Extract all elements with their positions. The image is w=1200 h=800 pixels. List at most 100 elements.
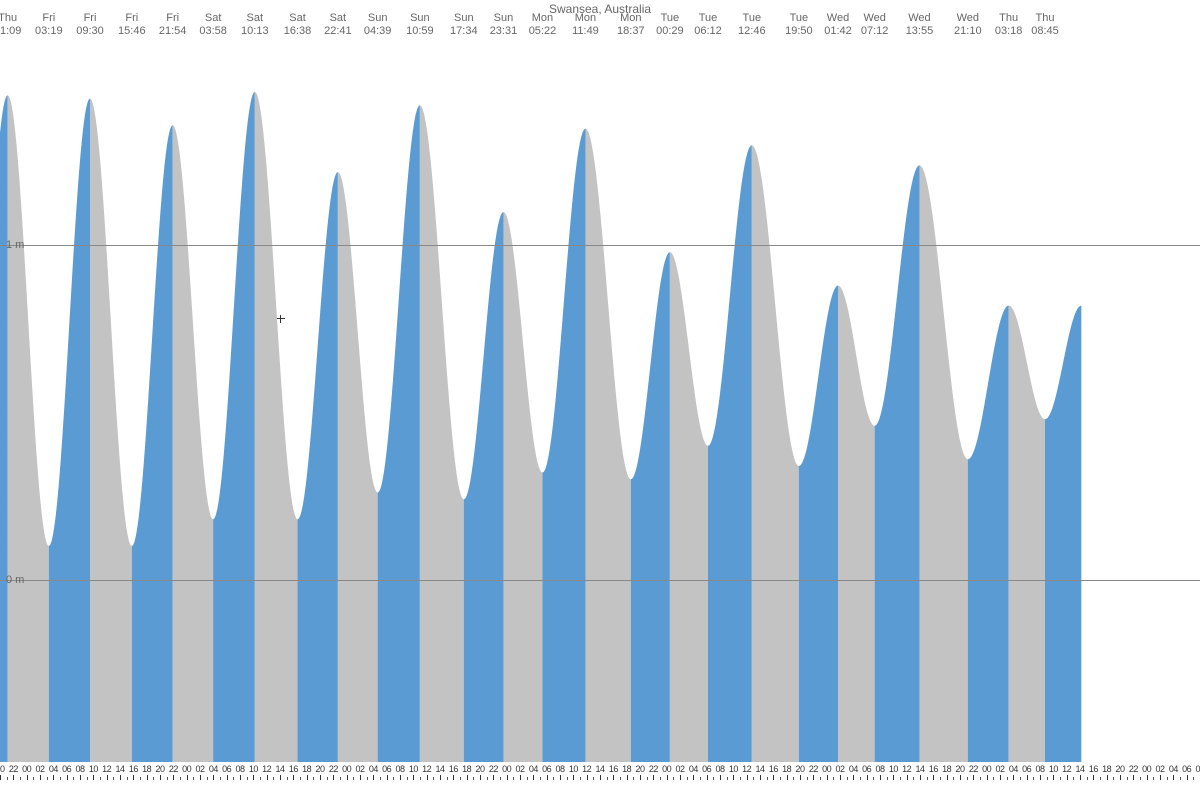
- event-label: Mon05:22: [529, 12, 557, 38]
- event-time: 22:41: [324, 25, 352, 38]
- hour-label: 12: [1062, 764, 1071, 774]
- event-day: Thu: [995, 12, 1023, 25]
- hour-tick: [647, 777, 648, 780]
- tide-rising-segment: [49, 98, 90, 780]
- hour-tick: [1180, 777, 1181, 780]
- hour-tick: [1093, 775, 1094, 780]
- hour-label: 18: [1102, 764, 1111, 774]
- gridline-label: 0 m: [6, 574, 24, 586]
- hour-tick: [13, 775, 14, 780]
- tide-falling-segment: [752, 145, 799, 780]
- event-label: Mon11:49: [572, 12, 599, 38]
- hour-tick: [20, 777, 21, 780]
- hour-tick: [913, 777, 914, 780]
- hour-tick: [947, 775, 948, 780]
- hour-tick: [447, 777, 448, 780]
- event-time: 07:12: [861, 25, 889, 38]
- hour-label: 08: [555, 764, 564, 774]
- event-day: Thu: [1031, 12, 1059, 25]
- hour-tick: [433, 777, 434, 780]
- event-label: Mon18:37: [617, 12, 645, 38]
- tide-rising-segment: [875, 165, 920, 780]
- hour-tick: [607, 777, 608, 780]
- event-time: 09:30: [76, 25, 104, 38]
- hour-tick: [233, 777, 234, 780]
- hour-tick: [693, 775, 694, 780]
- hour-label: 10: [729, 764, 738, 774]
- event-label: Tue19:50: [785, 12, 813, 38]
- hour-label: 02: [995, 764, 1004, 774]
- event-day: Wed: [906, 12, 934, 25]
- hour-tick: [960, 775, 961, 780]
- hour-label: 08: [715, 764, 724, 774]
- event-label: Fri03:19: [35, 12, 63, 38]
- hour-tick: [373, 775, 374, 780]
- hour-label: 00: [1142, 764, 1151, 774]
- hour-axis: 2022000204060810121416182022000204060810…: [0, 762, 1200, 780]
- hour-tick: [747, 775, 748, 780]
- hour-label: 14: [915, 764, 924, 774]
- event-label: Thu03:18: [995, 12, 1023, 38]
- hour-tick: [920, 775, 921, 780]
- hour-tick: [120, 775, 121, 780]
- hour-label: 08: [75, 764, 84, 774]
- tide-rising-segment: [298, 172, 338, 780]
- hour-label: 20: [475, 764, 484, 774]
- hour-tick: [500, 777, 501, 780]
- event-day: Fri: [35, 12, 63, 25]
- hour-tick: [940, 777, 941, 780]
- hour-label: 12: [742, 764, 751, 774]
- hour-tick: [273, 777, 274, 780]
- hour-tick: [40, 775, 41, 780]
- event-label: Wed01:42: [824, 12, 852, 38]
- event-time: 00:29: [656, 25, 684, 38]
- hour-tick: [953, 777, 954, 780]
- hour-tick: [1107, 775, 1108, 780]
- hour-tick: [353, 777, 354, 780]
- hour-tick: [493, 775, 494, 780]
- hour-label: 00: [342, 764, 351, 774]
- hour-label: 04: [209, 764, 218, 774]
- tide-rising-segment: [0, 95, 8, 780]
- tide-falling-segment: [585, 129, 630, 780]
- hour-tick: [340, 777, 341, 780]
- tide-rising-segment: [708, 145, 752, 780]
- hour-label: 10: [249, 764, 258, 774]
- hour-tick: [480, 775, 481, 780]
- hour-label: 18: [942, 764, 951, 774]
- hour-tick: [787, 775, 788, 780]
- hour-tick: [733, 775, 734, 780]
- hour-label: 14: [275, 764, 284, 774]
- event-time: 04:39: [364, 25, 392, 38]
- hour-tick: [1113, 777, 1114, 780]
- hour-tick: [640, 775, 641, 780]
- hour-tick: [200, 775, 201, 780]
- hour-tick: [907, 775, 908, 780]
- hour-tick: [933, 775, 934, 780]
- event-day: Sun: [406, 12, 434, 25]
- hour-tick: [1120, 775, 1121, 780]
- hour-label: 16: [449, 764, 458, 774]
- tide-falling-segment: [338, 172, 378, 780]
- hour-tick: [260, 777, 261, 780]
- hour-tick: [113, 777, 114, 780]
- event-label: Sat22:41: [324, 12, 352, 38]
- hour-tick: [87, 777, 88, 780]
- hour-label: 16: [129, 764, 138, 774]
- hour-label: 06: [222, 764, 231, 774]
- hour-tick: [993, 777, 994, 780]
- event-time: 03:58: [199, 25, 227, 38]
- hour-tick: [807, 777, 808, 780]
- event-labels-row: Thu21:09Fri03:19Fri09:30Fri15:46Fri21:54…: [0, 12, 1200, 42]
- hour-tick: [853, 775, 854, 780]
- hour-label: 04: [1009, 764, 1018, 774]
- hour-tick: [720, 775, 721, 780]
- tide-falling-segment: [838, 286, 875, 780]
- hour-label: 08: [235, 764, 244, 774]
- hour-tick: [73, 777, 74, 780]
- hour-tick: [287, 777, 288, 780]
- hour-label: 00: [22, 764, 31, 774]
- tide-rising-segment: [799, 286, 838, 780]
- gridline: [0, 245, 1200, 246]
- hour-tick: [1033, 777, 1034, 780]
